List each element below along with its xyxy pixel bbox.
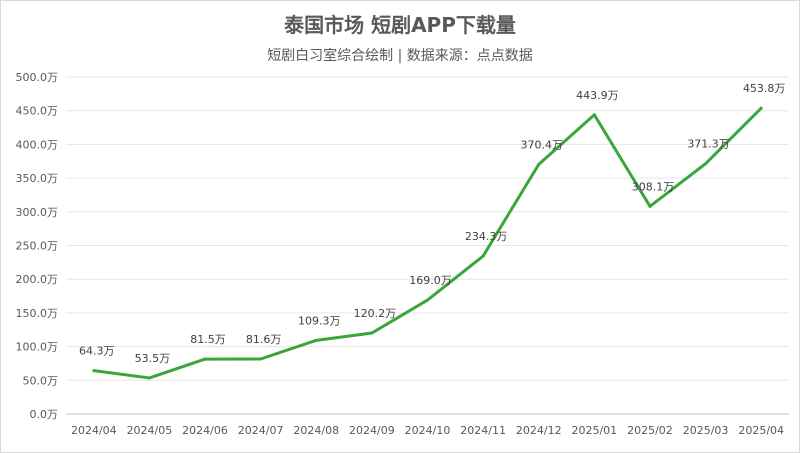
data-label: 453.8万 <box>743 82 786 95</box>
data-point <box>92 369 96 373</box>
data-point <box>203 357 207 361</box>
data-point <box>759 106 763 110</box>
data-point <box>481 254 485 258</box>
y-tick-label: 250.0万 <box>16 240 59 253</box>
chart-title: 泰国市场 短剧APP下载量 <box>284 13 516 37</box>
y-tick-label: 450.0万 <box>16 105 59 118</box>
x-tick-label: 2025/04 <box>738 424 784 437</box>
data-label: 370.4万 <box>520 138 563 151</box>
y-tick-label: 500.0万 <box>16 71 59 84</box>
y-tick-label: 300.0万 <box>16 206 59 219</box>
data-point <box>592 113 596 117</box>
data-label: 169.0万 <box>409 274 452 287</box>
x-tick-label: 2025/01 <box>571 424 617 437</box>
x-tick-label: 2024/04 <box>71 424 117 437</box>
x-tick-label: 2024/12 <box>516 424 562 437</box>
x-tick-label: 2025/02 <box>627 424 673 437</box>
y-tick-label: 0.0万 <box>30 408 59 421</box>
data-point <box>147 376 151 380</box>
x-tick-label: 2025/03 <box>683 424 729 437</box>
data-point <box>704 162 708 166</box>
data-label: 81.6万 <box>246 333 282 346</box>
data-point <box>370 331 374 335</box>
data-point <box>537 162 541 166</box>
data-label: 81.5万 <box>190 333 226 346</box>
data-point <box>426 298 429 302</box>
data-point <box>648 204 652 208</box>
y-tick-label: 150.0万 <box>16 307 59 320</box>
x-tick-label: 2024/07 <box>238 424 284 437</box>
y-tick-label: 200.0万 <box>16 273 59 286</box>
data-point <box>259 357 263 361</box>
x-tick-label: 2024/05 <box>127 424 173 437</box>
chart-subtitle: 短剧白习室综合绘制 | 数据来源：点点数据 <box>267 48 533 64</box>
data-label: 443.9万 <box>576 89 619 102</box>
data-label: 234.3万 <box>465 230 508 243</box>
y-tick-label: 100.0万 <box>16 341 59 354</box>
data-label: 371.3万 <box>687 138 730 151</box>
x-tick-label: 2024/09 <box>349 424 395 437</box>
x-tick-label: 2024/08 <box>293 424 339 437</box>
x-tick-label: 2024/06 <box>182 424 228 437</box>
y-tick-label: 400.0万 <box>16 138 59 151</box>
data-label: 64.3万 <box>79 345 115 358</box>
x-tick-label: 2024/10 <box>405 424 451 437</box>
data-label: 53.5万 <box>135 352 171 365</box>
data-label: 308.1万 <box>632 180 675 193</box>
y-tick-label: 350.0万 <box>16 172 59 185</box>
data-label: 120.2万 <box>354 307 397 320</box>
y-tick-label: 50.0万 <box>23 374 59 387</box>
x-tick-label: 2024/11 <box>460 424 506 437</box>
data-point <box>314 338 318 342</box>
data-label: 109.3万 <box>298 314 341 327</box>
